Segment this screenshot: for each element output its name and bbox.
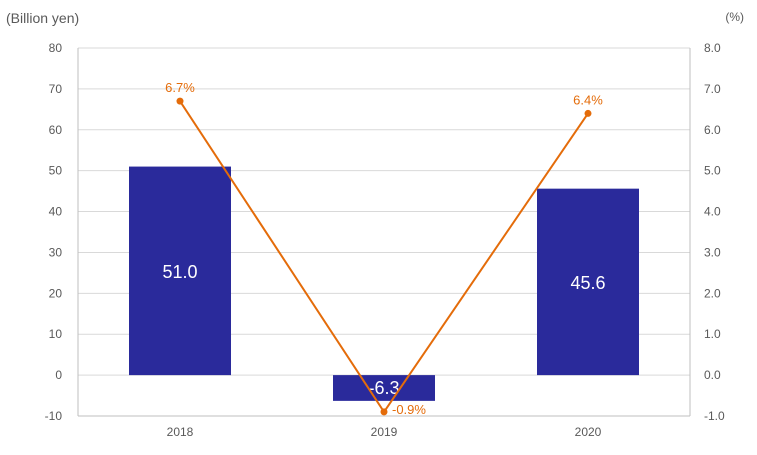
- left-tick-label: 40: [49, 205, 63, 219]
- line-series: 6.7% -0.9% 6.4%: [165, 80, 603, 417]
- bar: [333, 375, 435, 401]
- line-point: [380, 408, 388, 416]
- right-tick-label: 3.0: [704, 245, 721, 259]
- right-axis-unit: (%): [725, 10, 744, 24]
- right-tick-label: 0.0: [704, 368, 721, 382]
- bar-series: 51.0 -6.3 45.6: [129, 166, 639, 401]
- right-tick-label: 2.0: [704, 286, 721, 300]
- x-tick-label: 2019: [371, 425, 398, 439]
- bar-data-label: 45.6: [570, 273, 605, 293]
- line-data-label: 6.7%: [165, 80, 195, 95]
- line-data-label: 6.4%: [573, 92, 603, 107]
- left-tick-label: 10: [49, 327, 63, 341]
- line-path: [179, 100, 589, 414]
- right-tick-label: -1.0: [704, 409, 725, 423]
- left-tick-label: -10: [45, 409, 63, 423]
- bar-data-label: -6.3: [368, 378, 399, 398]
- left-tick-label: 70: [49, 82, 63, 96]
- right-tick-label: 1.0: [704, 327, 721, 341]
- bar: [129, 166, 231, 376]
- line-point: [176, 97, 184, 105]
- left-tick-label: 50: [49, 164, 63, 178]
- x-tick-label: 2018: [167, 425, 194, 439]
- right-tick-label: 5.0: [704, 164, 721, 178]
- line-data-label: -0.9%: [392, 402, 426, 417]
- left-tick-label: 80: [49, 41, 63, 55]
- line-point: [584, 109, 592, 117]
- right-tick-label: 7.0: [704, 82, 721, 96]
- left-tick-label: 0: [55, 368, 62, 382]
- left-tick-label: 60: [49, 123, 63, 137]
- bar: [537, 188, 639, 376]
- left-tick-label: 30: [49, 245, 63, 259]
- right-tick-label: 6.0: [704, 123, 721, 137]
- axes: -10 0 10 20 30 40 50 60 70 80 -1.0 0.0 1.0 2.0 3.0 4.0 5…: [45, 41, 725, 439]
- right-tick-label: 8.0: [704, 41, 721, 55]
- left-tick-label: 20: [49, 286, 63, 300]
- bar-data-label: 51.0: [162, 262, 197, 282]
- left-axis-unit: (Billion yen): [6, 10, 79, 26]
- x-tick-label: 2020: [575, 425, 602, 439]
- right-tick-label: 4.0: [704, 205, 721, 219]
